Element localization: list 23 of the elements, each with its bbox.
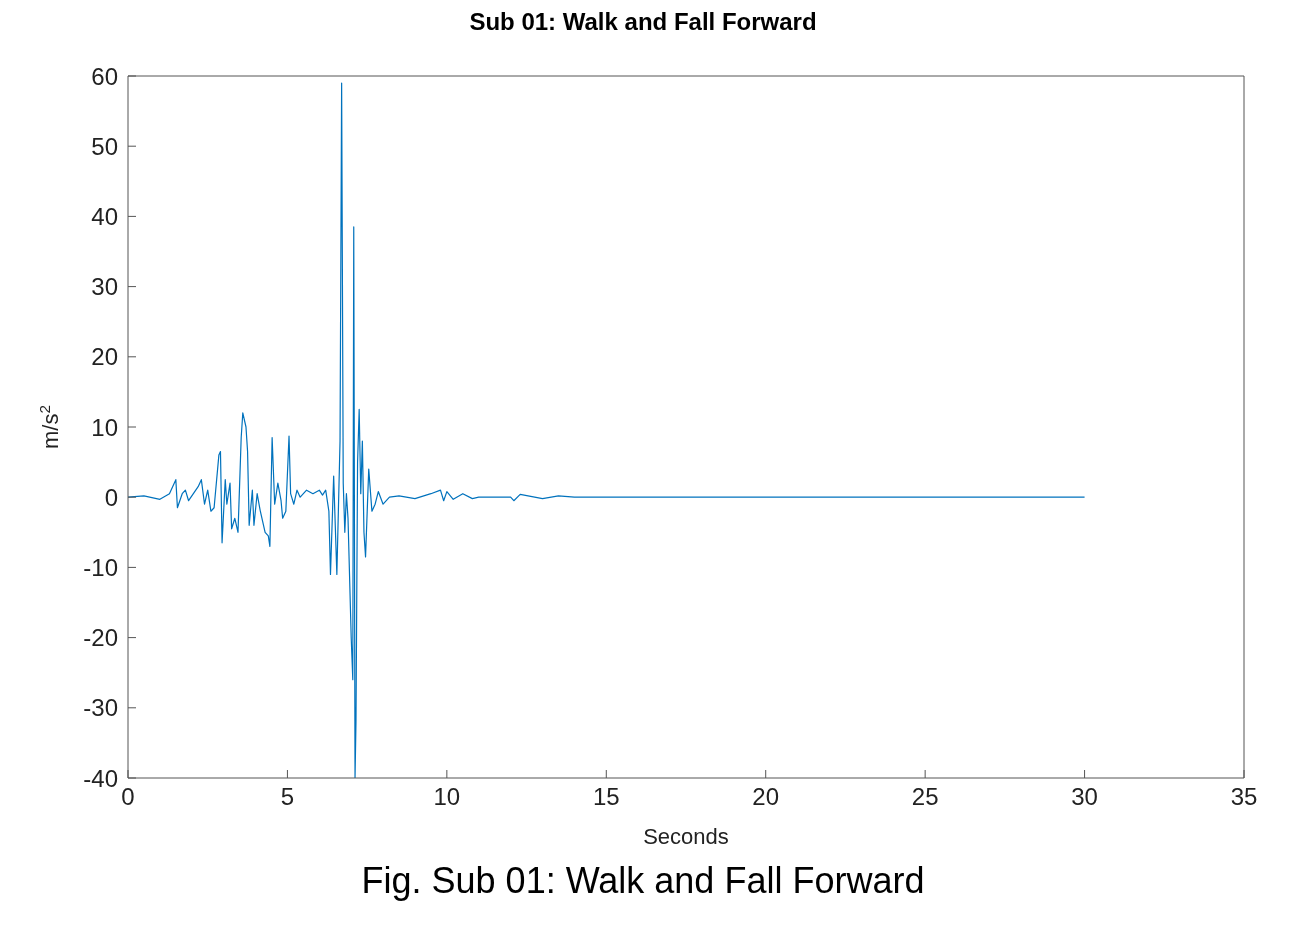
y-tick-label: 40 bbox=[91, 202, 118, 230]
y-tick-label: 20 bbox=[91, 343, 118, 371]
x-tick-label: 10 bbox=[433, 783, 461, 811]
y-tick-label: -10 bbox=[83, 553, 118, 581]
y-tick-label: -20 bbox=[83, 624, 118, 652]
chart-title: Sub 01: Walk and Fall Forward bbox=[468, 8, 818, 37]
x-tick-label: 0 bbox=[121, 783, 135, 811]
x-tick-label: 15 bbox=[592, 783, 620, 811]
y-tick-label: 60 bbox=[91, 62, 118, 90]
y-tick-label: 0 bbox=[104, 483, 118, 511]
x-tick-label: 35 bbox=[1230, 783, 1258, 811]
x-tick-label: 20 bbox=[752, 783, 780, 811]
x-tick-label: 25 bbox=[911, 783, 939, 811]
line-series bbox=[128, 82, 1086, 778]
x-tick-label: 5 bbox=[280, 783, 295, 811]
y-tick-label: 50 bbox=[91, 132, 118, 160]
y-tick-label: -30 bbox=[83, 694, 118, 722]
x-axis-title: Seconds bbox=[643, 824, 729, 849]
y-tick-label: 30 bbox=[91, 273, 118, 301]
y-tick-label: -40 bbox=[83, 764, 118, 792]
y-tick-label: 10 bbox=[91, 413, 118, 441]
text: Fig. Sub 01: Walk and Fall Forward bbox=[360, 860, 926, 902]
x-tick-label: 30 bbox=[1071, 783, 1098, 811]
